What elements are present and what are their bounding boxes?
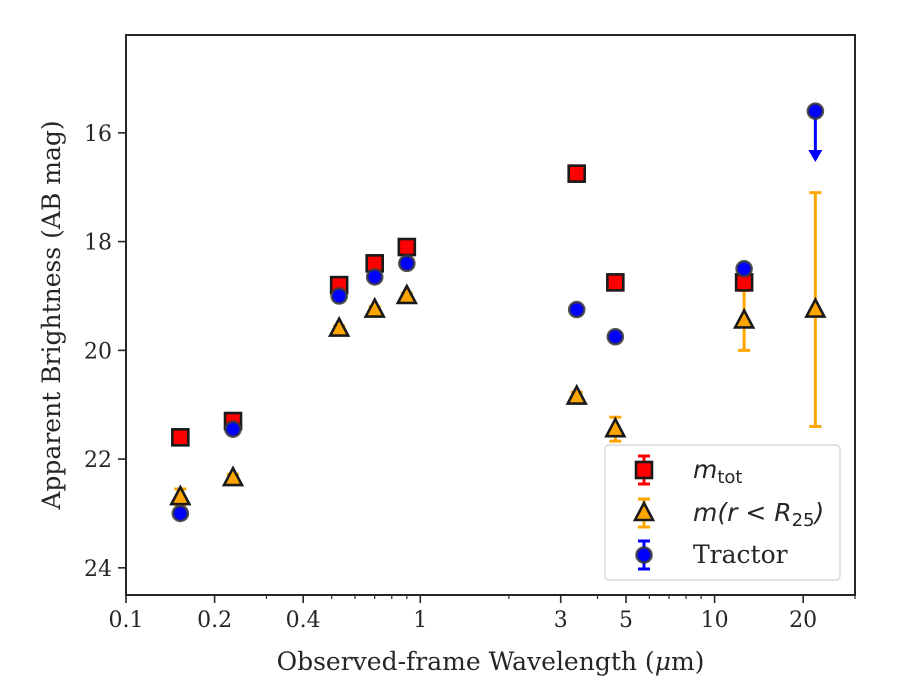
x-axis-label-mu: μ <box>655 647 671 676</box>
x-axis-label-unit: m) <box>671 647 704 676</box>
y-tick-label: 20 <box>84 339 112 364</box>
data-point-mr25 <box>565 383 588 405</box>
data-point-tractor <box>567 300 586 319</box>
legend-symbol-mtot <box>634 454 654 486</box>
legend-marker-mtot <box>634 460 654 480</box>
data-point-mtot <box>567 164 587 183</box>
legend-label-tractor: Tractor <box>693 540 788 569</box>
series-mtot <box>171 164 754 447</box>
data-point-tractor <box>224 420 242 438</box>
x-tick-label: 3 <box>554 608 568 633</box>
legend-symbol-mr25 <box>632 497 656 529</box>
legend-label-mr25: m(r < R25) <box>693 498 824 531</box>
plot-frame <box>125 34 856 596</box>
data-point-mtot <box>397 237 417 257</box>
x-axis-label: Observed-frame Wavelength (μm) <box>277 647 705 676</box>
legend-symbol-tractor <box>635 539 653 571</box>
x-tick-label: 20 <box>789 608 817 633</box>
marker-tractor <box>606 327 625 346</box>
marker-mr25 <box>221 465 245 487</box>
data-point-mr25 <box>604 415 627 443</box>
data-point-mr25 <box>221 465 245 487</box>
legend: mtot m(r < R25) Tractor <box>604 444 841 581</box>
y-tick-label: 22 <box>84 448 112 473</box>
marker-mr25 <box>169 484 192 506</box>
data-point-mtot <box>606 273 625 292</box>
legend-marker-mr25 <box>632 500 656 522</box>
y-tick-label: 18 <box>84 231 112 256</box>
marker-tractor <box>330 287 348 305</box>
marker-tractor <box>224 420 242 438</box>
legend-marker-tractor <box>635 546 653 564</box>
marker-mr25 <box>565 383 588 405</box>
marker-mtot <box>606 273 625 292</box>
marker-mtot <box>567 164 587 183</box>
legend-label-mtot: mtot <box>693 455 743 488</box>
axis-ticks: 0.1 0.2 0.4 1 3 5 10 20 16 18 20 22 24 <box>84 122 856 633</box>
data-point-tractor <box>735 259 753 278</box>
data-point-mr25 <box>169 484 192 507</box>
data-point-tractor <box>330 287 348 305</box>
x-tick-label: 0.2 <box>197 608 232 633</box>
y-axis-label: Apparent Brightness (AB mag) <box>37 120 66 510</box>
data-point-tractor <box>398 254 416 273</box>
legend-box <box>604 444 841 581</box>
series-tractor <box>171 102 825 523</box>
marker-tractor <box>735 259 753 278</box>
marker-mr25 <box>363 296 386 318</box>
x-tick-label: 0.4 <box>286 608 321 633</box>
data-point-tractor <box>171 504 190 523</box>
marker-mr25 <box>604 416 627 438</box>
x-tick-label: 1 <box>413 608 427 633</box>
marker-mr25 <box>804 296 827 318</box>
data-point-mr25 <box>363 296 386 318</box>
marker-tractor <box>365 268 384 286</box>
marker-mtot <box>171 428 190 447</box>
upper-limit-arrow-head <box>808 150 823 163</box>
data-point-tractor <box>365 268 384 286</box>
y-tick-label: 16 <box>84 122 112 147</box>
marker-mr25 <box>327 315 351 337</box>
y-tick-label: 24 <box>84 557 112 582</box>
data-point-mr25 <box>804 191 827 428</box>
data-point-mr25 <box>732 289 756 352</box>
marker-mtot <box>397 237 417 257</box>
data-point-mr25 <box>395 283 418 305</box>
data-point-mr25 <box>327 315 351 337</box>
data-point-mtot <box>171 428 190 447</box>
data-point-tractor <box>606 327 625 346</box>
marker-tractor <box>398 254 416 273</box>
x-axis-label-text: Observed-frame Wavelength ( <box>277 647 655 676</box>
series-mr25 <box>169 191 827 507</box>
x-tick-label: 5 <box>619 608 633 633</box>
marker-mr25 <box>732 307 756 329</box>
data-marks <box>169 102 827 523</box>
x-tick-label: 10 <box>701 608 729 633</box>
marker-tractor <box>171 504 190 523</box>
data-point-tractor <box>806 102 825 163</box>
marker-tractor <box>806 102 825 120</box>
marker-tractor <box>567 300 586 319</box>
marker-mr25 <box>395 283 418 305</box>
x-tick-label: 0.1 <box>109 608 144 633</box>
